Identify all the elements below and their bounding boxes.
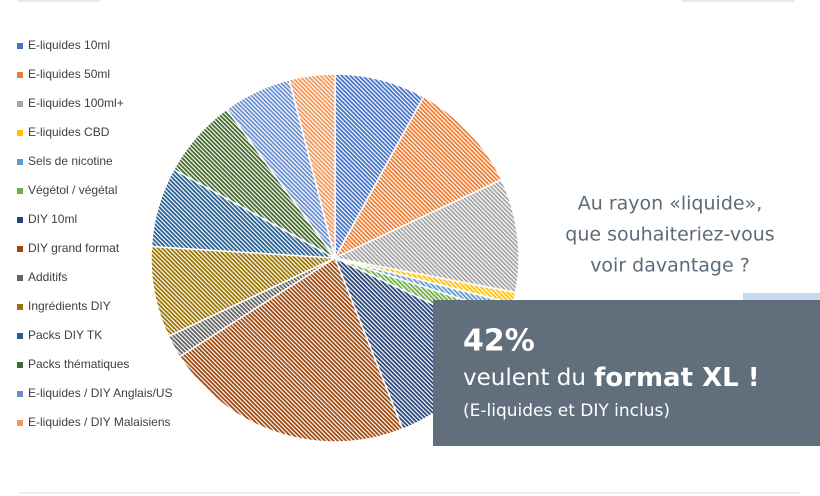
pie-slice <box>334 73 425 259</box>
legend-swatch <box>17 362 23 368</box>
legend-swatch <box>17 188 23 194</box>
pie-slice <box>333 95 503 260</box>
legend-swatch <box>17 130 23 136</box>
pie-slice <box>178 256 404 443</box>
legend-swatch <box>17 333 23 339</box>
legend-swatch <box>17 101 23 107</box>
legend-label: DIY grand format <box>28 241 120 255</box>
callout-text: veulent du <box>463 365 586 391</box>
legend-swatch <box>17 420 23 426</box>
pie-slice <box>150 245 336 338</box>
legend-label: DIY 10ml <box>28 212 77 226</box>
legend-swatch <box>17 304 23 310</box>
pie-slice <box>288 73 336 259</box>
pie-slice <box>332 178 520 294</box>
legend-label: Packs thématiques <box>28 357 129 371</box>
callout-line: veulent du format XL ! <box>463 363 760 393</box>
legend-swatch <box>17 217 23 223</box>
legend-swatch <box>17 72 23 78</box>
legend-label: Packs DIY TK <box>28 328 102 342</box>
callout-box <box>433 300 820 446</box>
legend-swatch <box>17 246 23 252</box>
legend-label: E-liquides / DIY Anglais/US <box>28 386 173 400</box>
legend-swatch <box>17 159 23 165</box>
legend-label: E-liquides / DIY Malaisiens <box>28 415 171 429</box>
legend-label: Ingrédients DIY <box>28 299 111 313</box>
legend-label: Végétol / végétal <box>28 183 117 197</box>
question-line: que souhaiteriez-vous <box>565 224 774 246</box>
legend-label: Sels de nicotine <box>28 154 113 168</box>
accent-strip <box>743 293 820 304</box>
legend-label: E-liquides 50ml <box>28 67 110 81</box>
callout-figure: 42% <box>463 324 535 359</box>
legend-swatch <box>17 275 23 281</box>
callout-emphasis: format XL ! <box>594 363 760 393</box>
legend-swatch <box>17 391 23 397</box>
question-line: Au rayon «liquide», <box>578 193 762 215</box>
legend: E-liquides 10ml E-liquides 50ml E-liquides… <box>17 38 173 429</box>
question-line: voir davantage ? <box>590 255 750 277</box>
legend-swatch <box>17 43 23 49</box>
legend-label: Additifs <box>28 270 67 284</box>
legend-label: E-liquides 10ml <box>28 38 110 52</box>
legend-label: E-liquides 100ml+ <box>28 96 124 110</box>
legend-label: E-liquides CBD <box>28 125 110 139</box>
callout-note: (E-liquides et DIY inclus) <box>463 401 670 421</box>
